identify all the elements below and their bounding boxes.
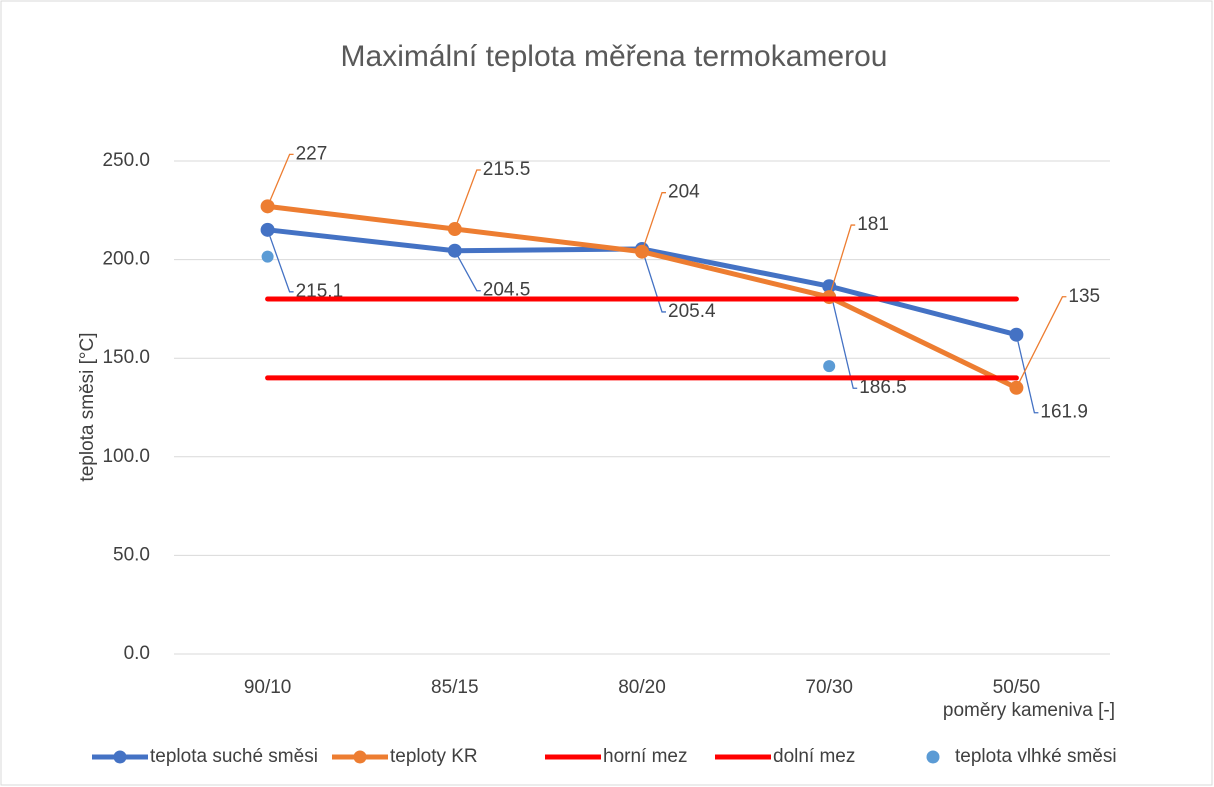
data-label: 227	[296, 143, 328, 164]
leader-line	[828, 224, 856, 298]
y-tick-label: 250.0	[102, 150, 150, 171]
leader-line	[828, 286, 858, 389]
legend-marker	[113, 750, 127, 764]
data-label: 204	[668, 182, 700, 203]
data-point	[823, 360, 836, 373]
x-tick-label: 70/30	[805, 677, 853, 698]
x-tick-label: 50/50	[993, 677, 1041, 698]
y-tick-label: 100.0	[102, 446, 150, 467]
legend-label: teplota suché směsi	[150, 746, 318, 767]
leader-line	[454, 169, 481, 230]
y-tick-label: 0.0	[124, 643, 150, 664]
y-tick-label: 50.0	[113, 544, 150, 565]
legend-marker	[353, 750, 367, 764]
data-label: 135	[1068, 286, 1100, 307]
y-tick-label: 200.0	[102, 249, 150, 270]
x-tick-label: 80/20	[618, 677, 666, 698]
legend-marker	[926, 750, 940, 764]
leader-line	[641, 248, 666, 313]
data-label: 186.5	[859, 377, 907, 398]
data-point	[1009, 327, 1024, 342]
data-label: 204.5	[483, 280, 531, 301]
legend-label: teploty KR	[390, 746, 478, 767]
legend-label: horní mez	[603, 746, 687, 767]
leader-line	[267, 153, 294, 207]
y-tick-label: 150.0	[102, 347, 150, 368]
data-label: 215.5	[483, 159, 531, 180]
x-tick-label: 85/15	[431, 677, 479, 698]
leader-line	[1015, 334, 1039, 414]
data-label: 205.4	[668, 301, 716, 322]
chart-title: Maximální teplota měřena termokamerou	[341, 40, 888, 73]
leader-line	[1015, 296, 1067, 389]
x-tick-label: 90/10	[244, 677, 292, 698]
legend-label: dolní mez	[773, 746, 855, 767]
leader-line	[266, 229, 294, 293]
legend-label: teplota vlhké směsi	[955, 746, 1117, 767]
leader-line	[454, 250, 481, 292]
x-axis-label: poměry kameniva [-]	[943, 700, 1115, 721]
leader-line	[641, 192, 666, 252]
data-label: 161.9	[1040, 402, 1088, 423]
data-point	[261, 250, 274, 263]
y-axis-label: teplota směsi [°C]	[77, 332, 98, 481]
data-label: 181	[857, 214, 889, 235]
